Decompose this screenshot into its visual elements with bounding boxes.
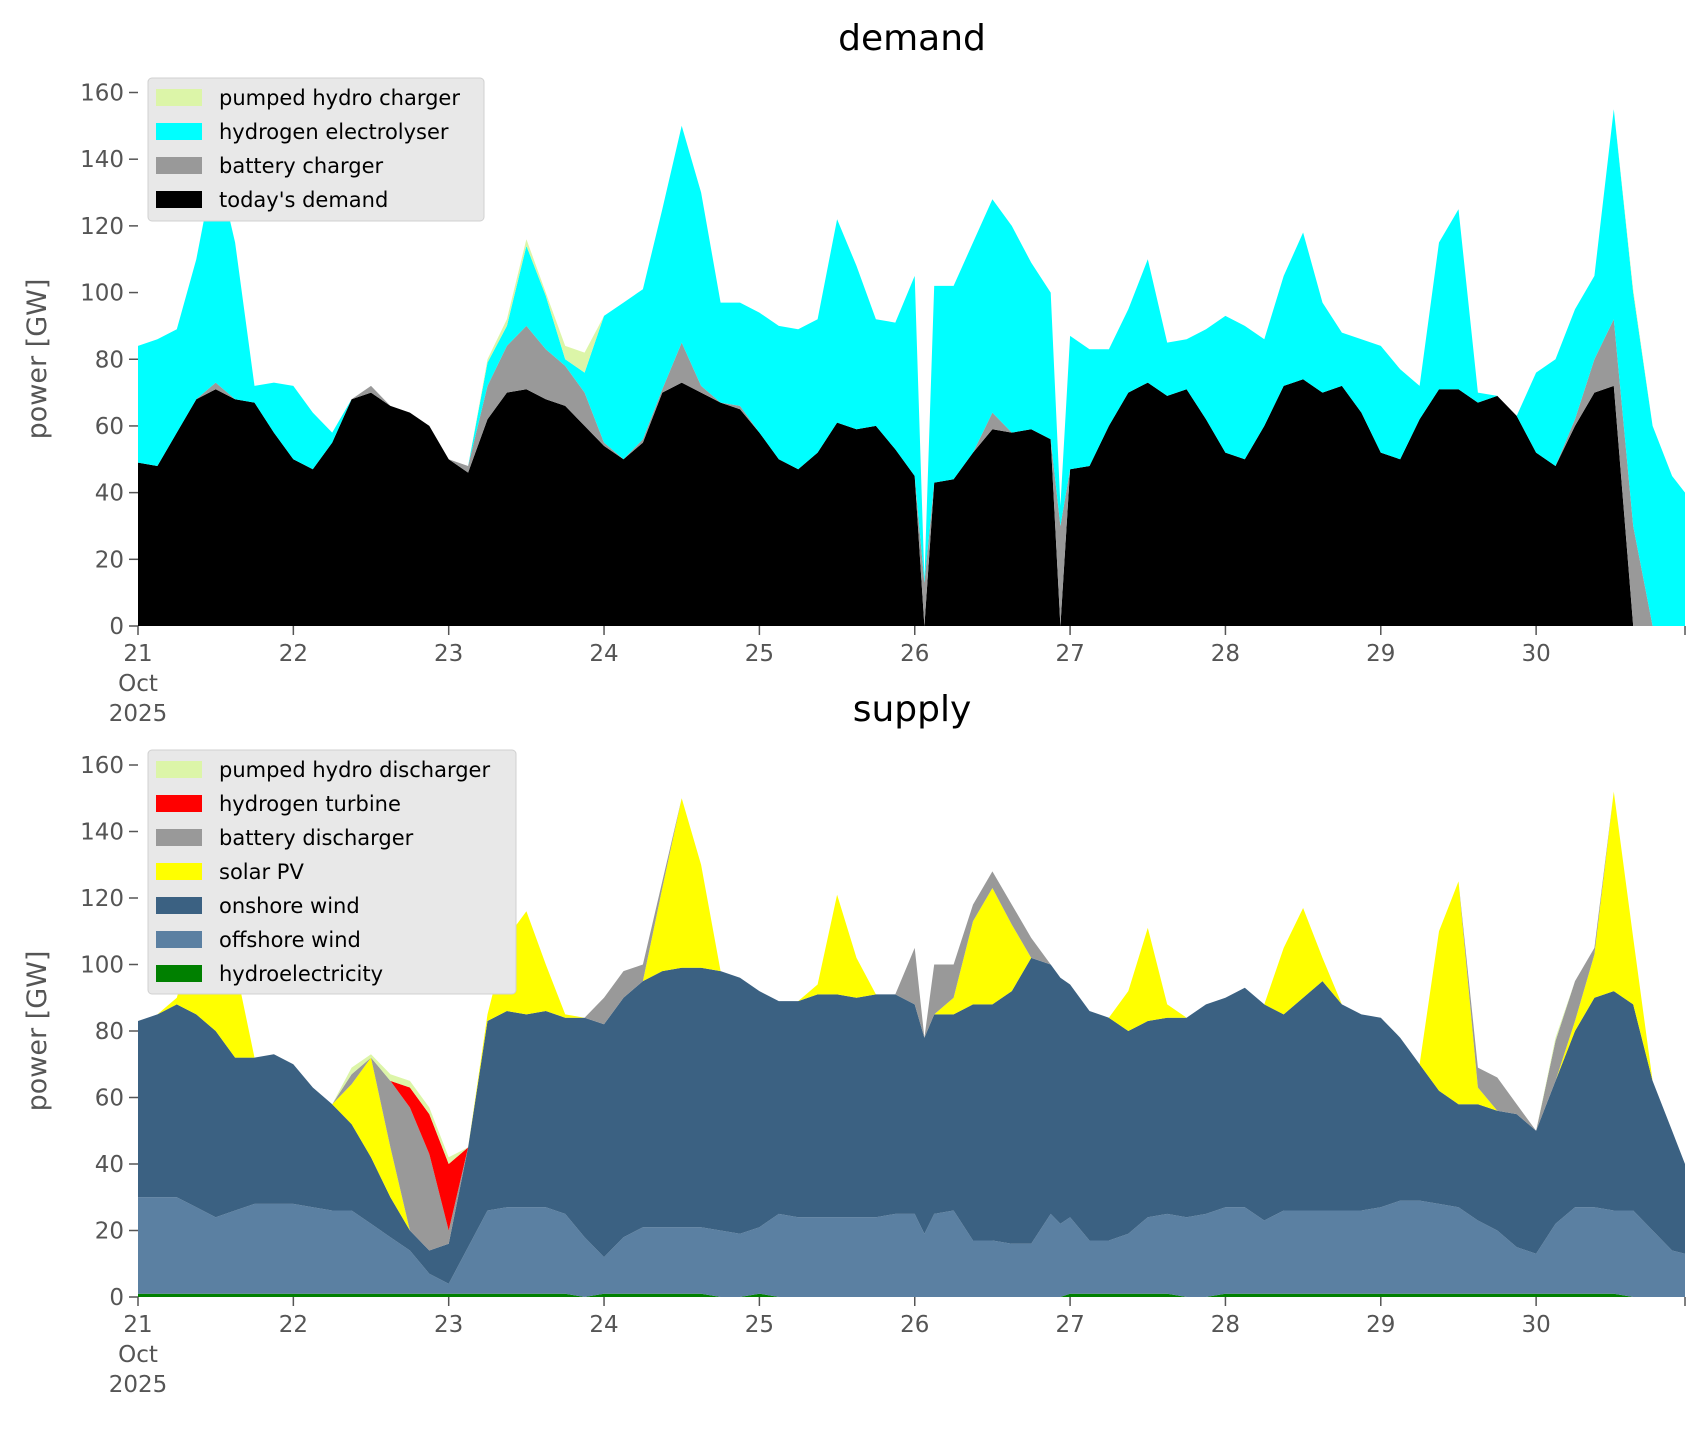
supply-areas [138,791,1685,1297]
x-tick-label: 25 [745,641,774,667]
x-tick-label: 30 [1521,641,1550,667]
demand-y-axis-label: power [GW] [22,279,53,440]
x-tick-label: 24 [589,1312,618,1338]
y-tick-label: 20 [95,1219,124,1245]
legend-swatch-onshore-wind [156,897,202,914]
legend-label-solar-pv: solar PV [219,860,304,884]
y-tick-label: 40 [95,481,124,507]
x-tick-label: 23 [434,1312,463,1338]
area-hydrogen-electrolyser [138,109,1685,626]
x-tick-label: 23 [434,641,463,667]
x-tick-label: 26 [900,1312,929,1338]
legend-label-onshore-wind: onshore wind [219,894,360,918]
legend-label-todays-demand: today's demand [219,188,388,212]
legend-label-hydrogen-electrolyser: hydrogen electrolyser [219,120,449,144]
area-today-s-demand [138,379,1685,626]
supply-chart: 0 20 40 60 80 100 120 140 160 21 Oct 2025 22 23 24 25 26… [22,689,1686,1398]
y-tick-label: 100 [80,953,124,979]
demand-areas [138,109,1685,626]
legend-swatch-pumped-hydro-charger [156,89,202,106]
legend-label-battery-charger: battery charger [219,154,384,178]
legend-swatch-hydroelectricity [156,965,202,982]
demand-legend: pumped hydro charger hydrogen electrolys… [147,77,485,222]
x-tick-label: 26 [900,641,929,667]
y-tick-label: 160 [80,753,124,779]
legend-swatch-solar-pv [156,863,202,880]
y-tick-label: 80 [95,1019,124,1045]
x-tick-label: 25 [745,1312,774,1338]
supply-legend: pumped hydro discharger hydrogen turbine… [147,749,517,995]
legend-label-pumped-hydro-charger: pumped hydro charger [219,86,460,110]
x-tick-label: 30 [1521,1312,1550,1338]
legend-swatch-todays-demand [156,191,202,208]
y-tick-label: 140 [80,147,124,173]
x-tick-label: 27 [1055,1312,1084,1338]
legend-swatch-hydrogen-electrolyser [156,123,202,140]
y-tick-label: 120 [80,214,124,240]
legend-swatch-offshore-wind [156,931,202,948]
x-tick-label: 24 [589,641,618,667]
y-tick-label: 0 [109,614,124,640]
area-onshore-wind [138,957,1685,1284]
legend-label-hydroelectricity: hydroelectricity [219,962,383,986]
x-tick-label: 27 [1055,641,1084,667]
y-tick-label: 100 [80,281,124,307]
y-tick-label: 120 [80,886,124,912]
y-tick-label: 0 [109,1285,124,1311]
supply-axes: 0 20 40 60 80 100 120 140 160 21 Oct 2025 22 23 24 25 26… [80,753,1686,1398]
y-tick-label: 40 [95,1152,124,1178]
supply-title: supply [853,689,972,730]
area-hydroelectricity [138,1293,1685,1297]
x-tick-label: 28 [1211,641,1240,667]
y-tick-label: 60 [95,414,124,440]
x-tick-label: 28 [1211,1312,1240,1338]
supply-y-axis-label: power [GW] [22,951,53,1112]
legend-swatch-battery-discharger [156,829,202,846]
y-tick-label: 60 [95,1086,124,1112]
y-tick-label: 160 [80,81,124,107]
demand-axes: 0 20 40 60 80 100 120 140 160 21 Oct 2025 22 23 24 25 26… [80,81,1686,727]
legend-label-hydrogen-turbine: hydrogen turbine [219,792,401,816]
x-tick-label: 29 [1366,641,1395,667]
y-tick-label: 140 [80,820,124,846]
demand-title: demand [838,18,986,59]
legend-swatch-battery-charger [156,157,202,174]
area-offshore-wind [138,1197,1685,1297]
legend-swatch-pumped-hydro-discharger [156,761,202,778]
x-tick-label: 29 [1366,1312,1395,1338]
demand-legend-box [147,77,485,222]
x-tick-label: 21 Oct 2025 [109,1312,168,1398]
legend-swatch-hydrogen-turbine [156,795,202,812]
y-tick-label: 80 [95,347,124,373]
supply-legend-box [147,749,517,995]
y-tick-label: 20 [95,547,124,573]
x-tick-label: 22 [279,1312,308,1338]
x-tick-label: 21 Oct 2025 [109,641,168,727]
legend-label-battery-discharger: battery discharger [219,826,414,850]
legend-label-pumped-hydro-discharger: pumped hydro discharger [219,758,490,782]
demand-chart: 0 20 40 60 80 100 120 140 160 21 Oct 2025 22 23 24 25 26… [22,18,1686,727]
legend-label-offshore-wind: offshore wind [219,928,361,952]
x-tick-label: 22 [279,641,308,667]
